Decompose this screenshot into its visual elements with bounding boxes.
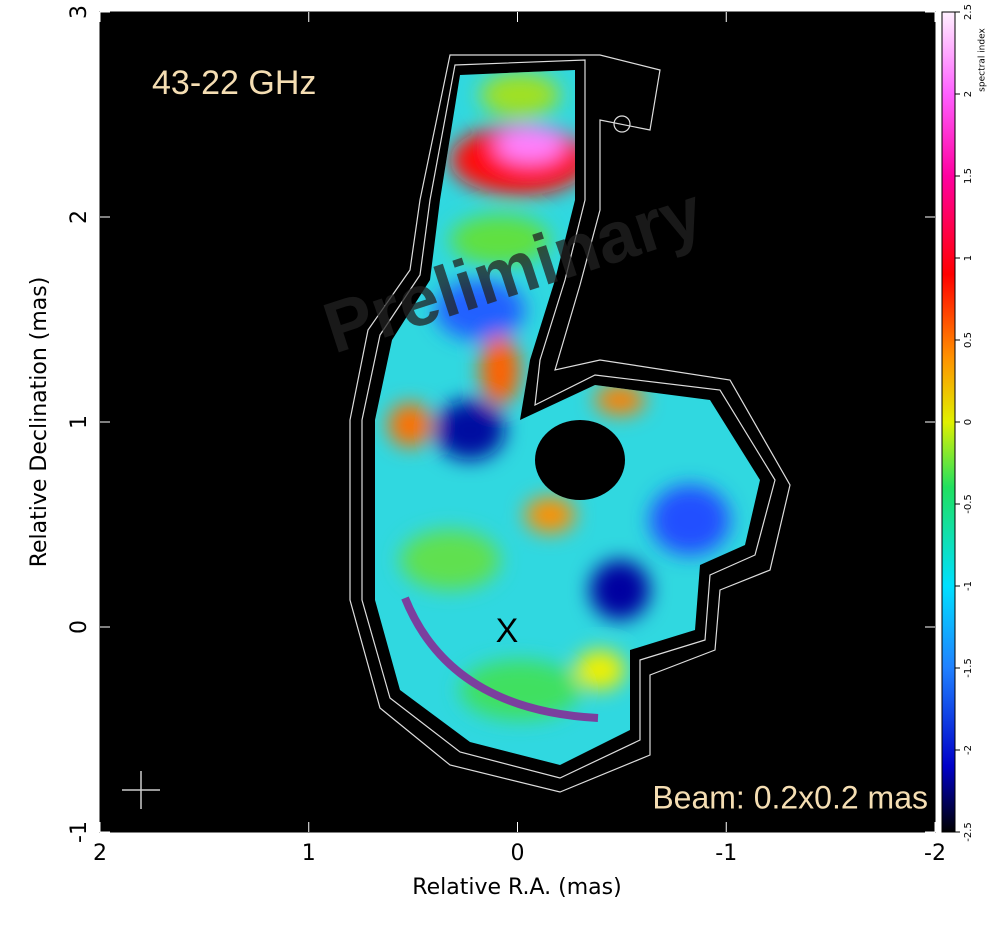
colorbar-tick-label: 2.5 <box>963 4 974 20</box>
marker: X <box>496 612 519 650</box>
colorbar-tick-label: -1.5 <box>963 658 974 678</box>
y-tick-label: 1 <box>67 415 92 429</box>
arc <box>401 596 599 722</box>
x-tick-label: 1 <box>302 841 316 866</box>
y-tick-label: -1 <box>67 821 92 843</box>
x-tick-label: -2 <box>924 841 946 866</box>
colorbar-tick-label: -0.5 <box>963 494 974 514</box>
beam-label: Beam: 0.2x0.2 mas <box>652 779 928 815</box>
beam <box>122 771 160 809</box>
y-tick-label: 3 <box>67 5 92 19</box>
colorbar-tick-label: -1 <box>963 581 974 591</box>
y-tick-label: 0 <box>67 620 92 634</box>
colorbar <box>941 11 956 833</box>
x-tick-label: 0 <box>511 841 525 866</box>
colorbar-tick-label: 0.5 <box>963 332 974 348</box>
colorbar-tick-label: 1 <box>963 255 974 261</box>
colorbar-tick-label: -2 <box>963 745 974 755</box>
y-tick-label: 2 <box>67 210 92 224</box>
x-tick-label: 2 <box>93 841 107 866</box>
colorbar-tick-label: 2 <box>963 91 974 97</box>
colorbar-tick-label: 0 <box>963 419 974 425</box>
x-axis-label: Relative R.A. (mas) <box>412 875 621 900</box>
contours <box>349 54 791 793</box>
frequency: 43-22 GHz <box>152 64 316 102</box>
colorbar-label: spectral index <box>978 28 988 92</box>
x-tick-label: -1 <box>715 841 737 866</box>
colorbar-tick-label: 1.5 <box>963 168 974 184</box>
colorbar-tick-label: -2.5 <box>963 822 974 842</box>
y-axis-label: Relative Declination (mas) <box>27 277 52 568</box>
